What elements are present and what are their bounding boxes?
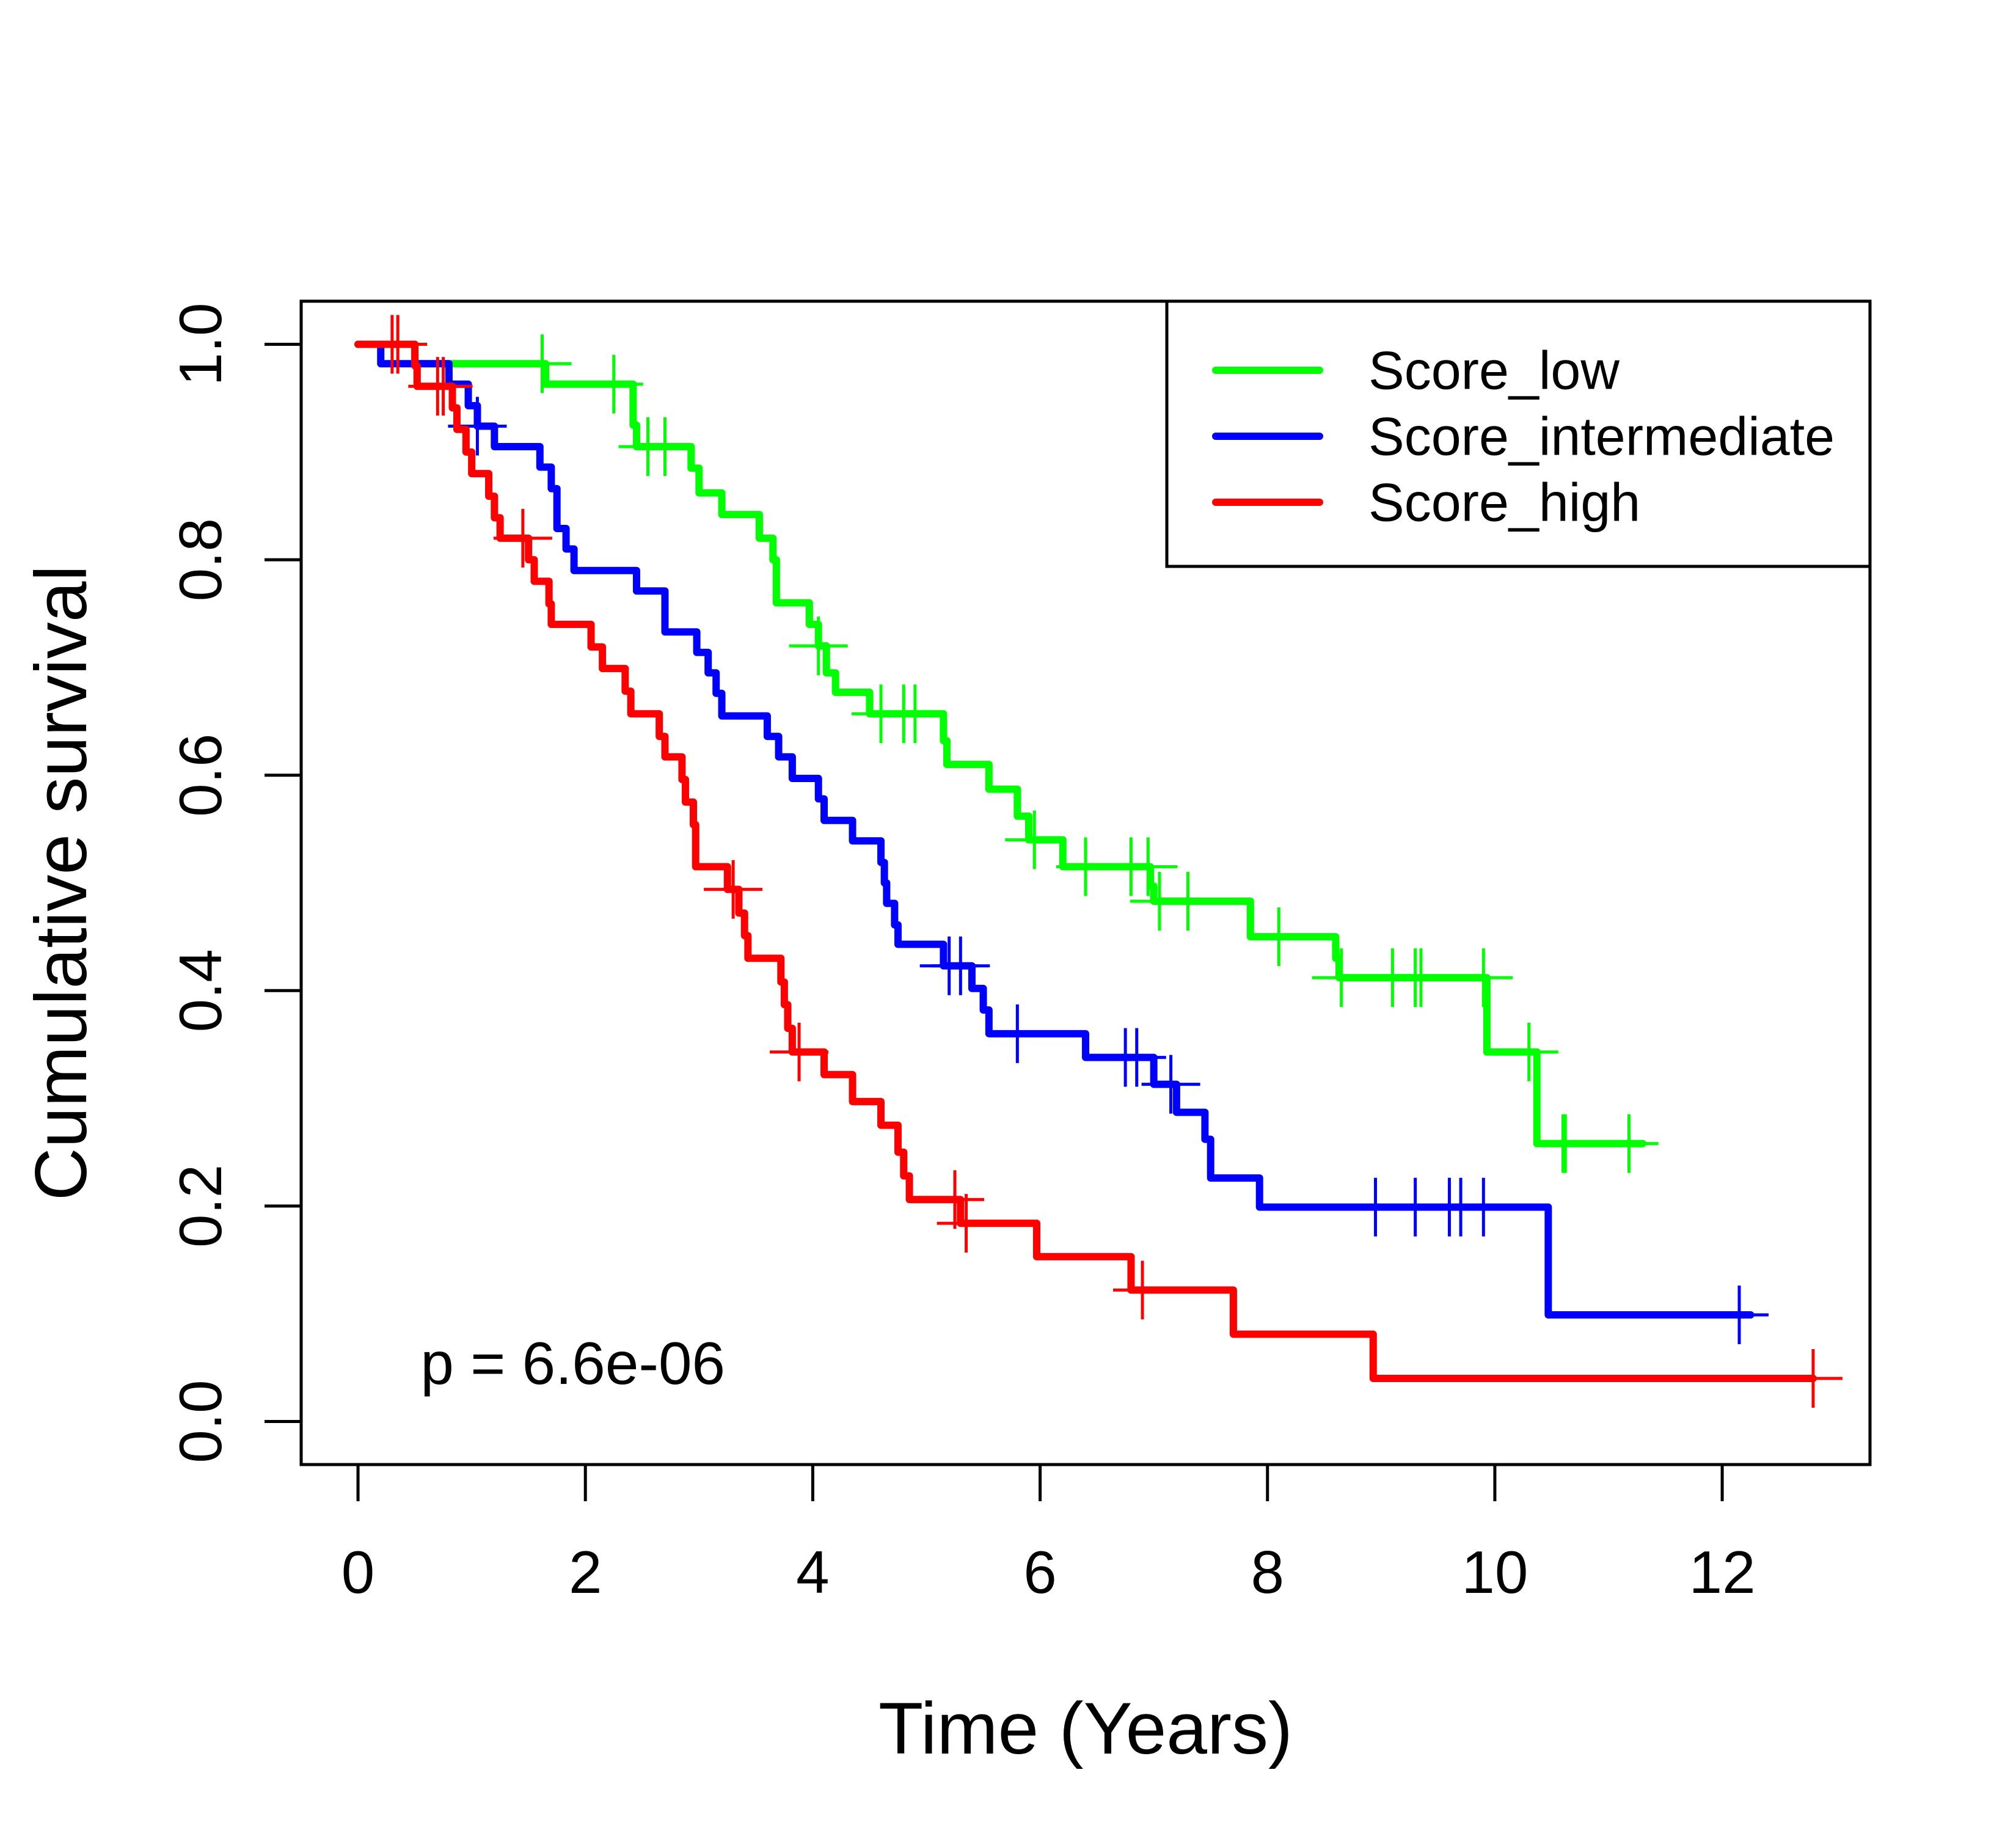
y-tick-label: 1.0	[167, 302, 234, 386]
y-tick-label: 0.8	[167, 518, 234, 601]
x-tick-label: 6	[1023, 1538, 1057, 1606]
x-tick-label: 4	[796, 1538, 830, 1606]
survival-curve	[354, 340, 1646, 1147]
legend-label: Score_low	[1368, 340, 1620, 401]
y-tick-label: 0.4	[167, 949, 234, 1032]
x-tick-label: 0	[341, 1538, 375, 1606]
y-tick-label: 0.2	[167, 1165, 234, 1248]
legend-label: Score_intermediate	[1368, 406, 1835, 467]
legend-item: Score_high	[1212, 472, 1640, 533]
legend-item: Score_intermediate	[1212, 406, 1835, 467]
y-tick-label: 0.6	[167, 734, 234, 817]
legend-label: Score_high	[1368, 472, 1640, 533]
legend-item: Score_low	[1212, 340, 1620, 401]
x-tick-label: 8	[1251, 1538, 1284, 1606]
y-axis-label: Cumulative survival	[20, 565, 102, 1201]
series-score-intermediate	[354, 340, 1769, 1344]
y-tick-label: 0.0	[167, 1380, 234, 1463]
series-score-low	[354, 334, 1659, 1173]
x-axis-label: Time (Years)	[878, 1688, 1293, 1769]
x-tick-label: 10	[1461, 1538, 1528, 1606]
series-score-high	[354, 315, 1843, 1408]
survival-curve	[354, 340, 1817, 1382]
x-tick-label: 2	[569, 1538, 602, 1606]
x-tick-label: 12	[1689, 1538, 1756, 1606]
p-value-annotation: p = 6.6e-06	[420, 1330, 725, 1397]
